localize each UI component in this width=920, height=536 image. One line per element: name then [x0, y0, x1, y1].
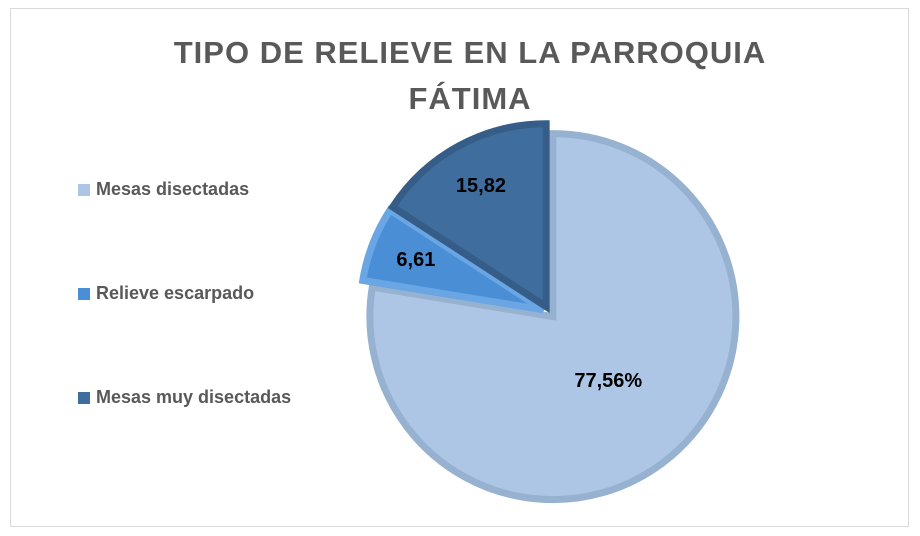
chart-title: TIPO DE RELIEVE EN LA PARROQUIA FÁTIMA	[173, 35, 767, 116]
data-label: 77,56%	[574, 370, 642, 392]
legend-swatch	[78, 288, 90, 300]
legend-swatch	[78, 184, 90, 196]
data-label: 15,82	[456, 175, 506, 197]
legend-label: Relieve escarpado	[96, 283, 254, 303]
pie-slice	[358, 205, 546, 314]
data-label: 6,61	[396, 249, 435, 271]
legend-swatch	[78, 392, 90, 404]
pie-slice	[387, 120, 550, 314]
pie-slice	[366, 130, 740, 504]
legend-label: Mesas muy disectadas	[96, 387, 291, 407]
legend-label: Mesas disectadas	[96, 179, 249, 199]
